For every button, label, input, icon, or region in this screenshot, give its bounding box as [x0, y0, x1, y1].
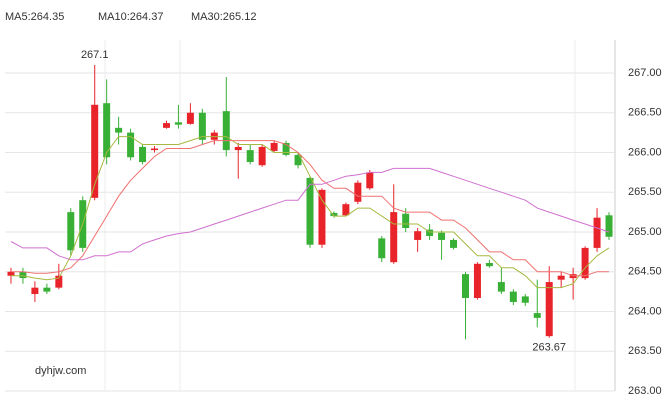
- candle-body: [354, 182, 362, 202]
- candle-body: [31, 287, 39, 295]
- candle-body: [43, 287, 51, 292]
- candle-body: [342, 204, 350, 216]
- y-tick-label: 266.00: [628, 146, 662, 158]
- candle-body: [282, 142, 290, 155]
- candle-body: [258, 146, 266, 166]
- candle-body: [55, 275, 63, 288]
- ma-line: [10, 167, 610, 261]
- candle-body: [174, 122, 182, 125]
- candle-body: [151, 148, 159, 151]
- candle-body: [91, 104, 99, 198]
- watermark: dyhjw.com: [35, 365, 86, 377]
- candle-body: [294, 154, 302, 166]
- y-tick-label: 265.00: [628, 226, 662, 238]
- candle-body: [414, 231, 422, 240]
- candle-body: [402, 213, 410, 229]
- candle-body: [461, 274, 469, 298]
- candle-body: [450, 239, 458, 248]
- candle-body: [473, 263, 481, 298]
- candle-body: [426, 229, 434, 236]
- y-tick-label: 265.50: [628, 186, 662, 198]
- candle-body: [270, 142, 278, 151]
- candle-body: [127, 132, 135, 158]
- legend-label: MA30:265.12: [191, 11, 256, 23]
- candle-body: [222, 111, 230, 151]
- candle-body: [497, 282, 505, 292]
- candle-body: [366, 172, 374, 189]
- candle-body: [485, 263, 493, 267]
- y-tick-label: 263.00: [628, 385, 662, 397]
- candle-body: [103, 103, 111, 158]
- candle-body: [139, 146, 147, 163]
- candle-body: [186, 112, 194, 124]
- candle-body: [581, 247, 589, 279]
- ma-line: [11, 136, 610, 289]
- candle-body: [67, 212, 75, 251]
- y-tick-label: 264.00: [628, 305, 662, 317]
- candle-body: [7, 271, 15, 276]
- candle-body: [162, 123, 170, 128]
- candle-body: [521, 296, 529, 303]
- y-tick-label: 266.50: [628, 107, 662, 119]
- candle-body: [115, 127, 123, 133]
- candle-body: [19, 271, 27, 279]
- y-tick-label: 263.50: [628, 345, 662, 357]
- candle-body: [330, 212, 338, 217]
- vertical-grid: [104, 40, 576, 391]
- y-tick-label: 267.00: [628, 67, 662, 79]
- candle-body: [390, 212, 398, 263]
- candle-body: [605, 215, 613, 237]
- candle-body: [509, 291, 517, 302]
- legend-label: MA5:264.35: [5, 11, 64, 23]
- candle-body: [378, 238, 386, 259]
- candle-body: [198, 112, 206, 140]
- candle-body: [234, 146, 242, 151]
- candle-body: [557, 275, 565, 280]
- legend-label: MA10:264.37: [98, 11, 163, 23]
- annotation: 267.1: [81, 49, 109, 61]
- candle-body: [438, 232, 446, 240]
- candle-body: [533, 313, 541, 318]
- candle-body: [593, 217, 601, 248]
- annotation: 263.67: [532, 342, 566, 354]
- candle-body: [545, 282, 553, 337]
- candle-body: [306, 177, 314, 245]
- candle-body: [318, 189, 326, 245]
- candle-body: [246, 150, 254, 163]
- ma-line: [11, 140, 609, 277]
- y-tick-label: 264.50: [628, 266, 662, 278]
